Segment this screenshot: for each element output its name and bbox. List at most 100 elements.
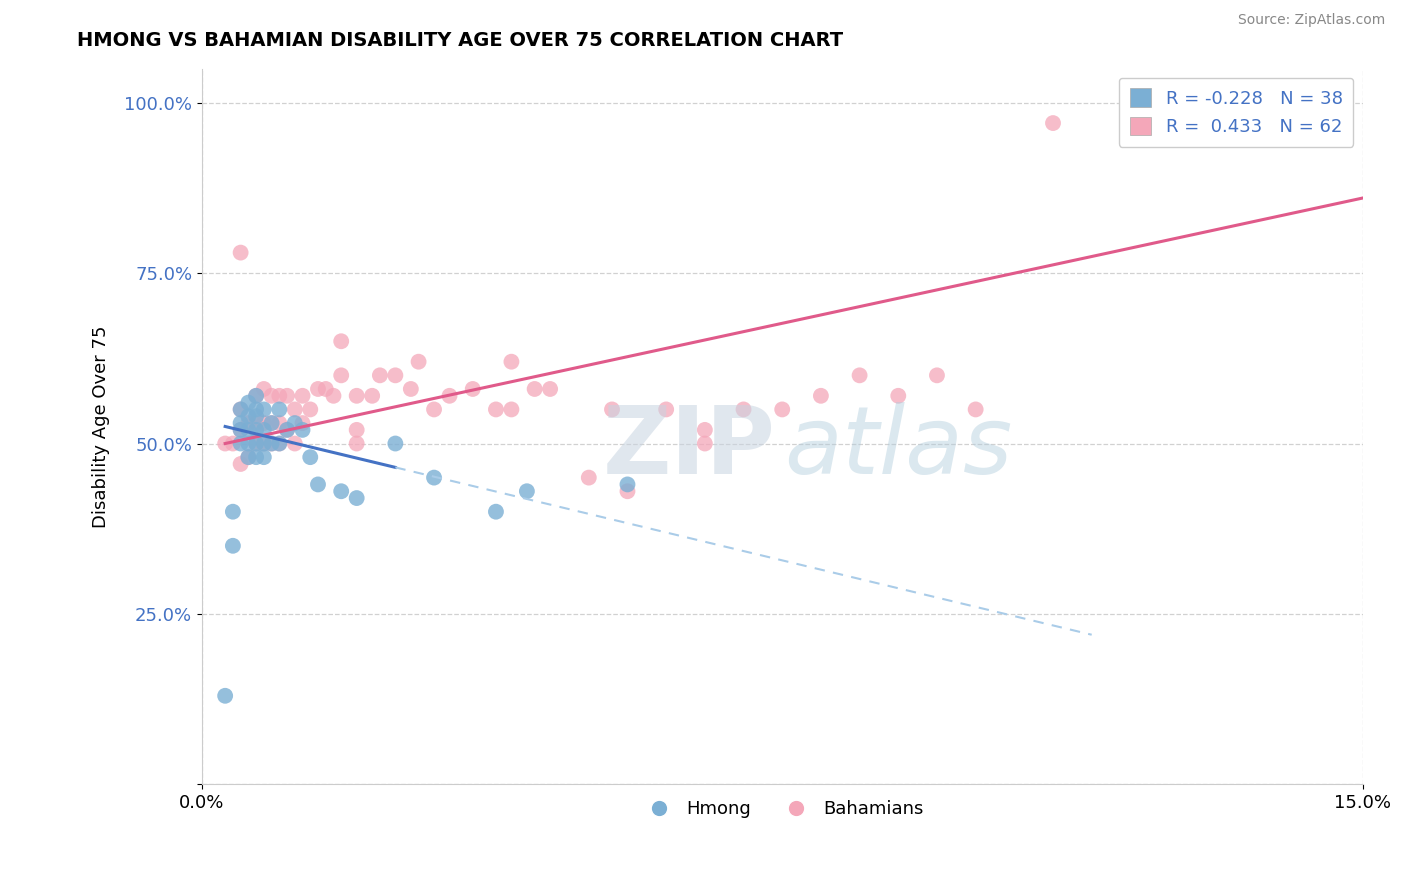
- Point: [346, 436, 368, 450]
- Point: [253, 416, 276, 430]
- Point: [770, 402, 793, 417]
- Point: [253, 450, 276, 465]
- Point: [616, 484, 638, 499]
- Point: [238, 450, 260, 465]
- Point: [307, 477, 329, 491]
- Point: [260, 436, 283, 450]
- Point: [516, 484, 538, 499]
- Point: [523, 382, 546, 396]
- Point: [501, 354, 523, 368]
- Point: [245, 423, 267, 437]
- Point: [1042, 116, 1064, 130]
- Point: [260, 416, 283, 430]
- Point: [253, 402, 276, 417]
- Point: [269, 402, 291, 417]
- Point: [485, 402, 508, 417]
- Point: [423, 402, 446, 417]
- Point: [284, 416, 307, 430]
- Point: [538, 382, 561, 396]
- Point: [229, 402, 252, 417]
- Point: [925, 368, 948, 383]
- Point: [501, 402, 523, 417]
- Point: [269, 416, 291, 430]
- Point: [260, 416, 283, 430]
- Text: Source: ZipAtlas.com: Source: ZipAtlas.com: [1237, 13, 1385, 28]
- Point: [229, 416, 252, 430]
- Point: [229, 245, 252, 260]
- Point: [600, 402, 623, 417]
- Point: [229, 436, 252, 450]
- Point: [245, 402, 267, 417]
- Point: [229, 423, 252, 437]
- Point: [253, 423, 276, 437]
- Point: [439, 389, 461, 403]
- Point: [485, 505, 508, 519]
- Point: [361, 389, 384, 403]
- Point: [322, 389, 344, 403]
- Point: [346, 423, 368, 437]
- Point: [810, 389, 832, 403]
- Point: [330, 484, 353, 499]
- Point: [253, 436, 276, 450]
- Point: [423, 470, 446, 484]
- Point: [384, 368, 406, 383]
- Point: [260, 389, 283, 403]
- Point: [238, 409, 260, 424]
- Point: [229, 402, 252, 417]
- Point: [655, 402, 678, 417]
- Point: [346, 389, 368, 403]
- Point: [291, 416, 314, 430]
- Point: [346, 491, 368, 505]
- Point: [245, 436, 267, 450]
- Point: [616, 477, 638, 491]
- Point: [214, 436, 236, 450]
- Y-axis label: Disability Age Over 75: Disability Age Over 75: [93, 326, 110, 528]
- Point: [848, 368, 870, 383]
- Point: [269, 389, 291, 403]
- Point: [887, 389, 910, 403]
- Point: [693, 436, 716, 450]
- Point: [245, 436, 267, 450]
- Point: [238, 395, 260, 409]
- Point: [384, 436, 406, 450]
- Point: [284, 402, 307, 417]
- Point: [222, 436, 245, 450]
- Point: [253, 382, 276, 396]
- Point: [245, 416, 267, 430]
- Point: [276, 423, 298, 437]
- Point: [315, 382, 337, 396]
- Point: [245, 409, 267, 424]
- Point: [408, 354, 430, 368]
- Text: ZIP: ZIP: [603, 402, 776, 494]
- Legend: Hmong, Bahamians: Hmong, Bahamians: [634, 793, 931, 825]
- Point: [238, 436, 260, 450]
- Point: [222, 539, 245, 553]
- Text: atlas: atlas: [785, 402, 1012, 493]
- Point: [214, 689, 236, 703]
- Point: [299, 402, 322, 417]
- Point: [733, 402, 755, 417]
- Point: [238, 450, 260, 465]
- Point: [399, 382, 422, 396]
- Point: [368, 368, 391, 383]
- Point: [269, 436, 291, 450]
- Point: [291, 389, 314, 403]
- Point: [245, 450, 267, 465]
- Point: [291, 423, 314, 437]
- Point: [269, 436, 291, 450]
- Point: [461, 382, 484, 396]
- Point: [245, 389, 267, 403]
- Point: [229, 423, 252, 437]
- Point: [253, 436, 276, 450]
- Point: [276, 423, 298, 437]
- Point: [965, 402, 987, 417]
- Point: [260, 436, 283, 450]
- Point: [578, 470, 600, 484]
- Text: HMONG VS BAHAMIAN DISABILITY AGE OVER 75 CORRELATION CHART: HMONG VS BAHAMIAN DISABILITY AGE OVER 75…: [77, 31, 844, 50]
- Point: [330, 334, 353, 349]
- Point: [245, 389, 267, 403]
- Point: [276, 389, 298, 403]
- Point: [693, 423, 716, 437]
- Point: [238, 423, 260, 437]
- Point: [299, 450, 322, 465]
